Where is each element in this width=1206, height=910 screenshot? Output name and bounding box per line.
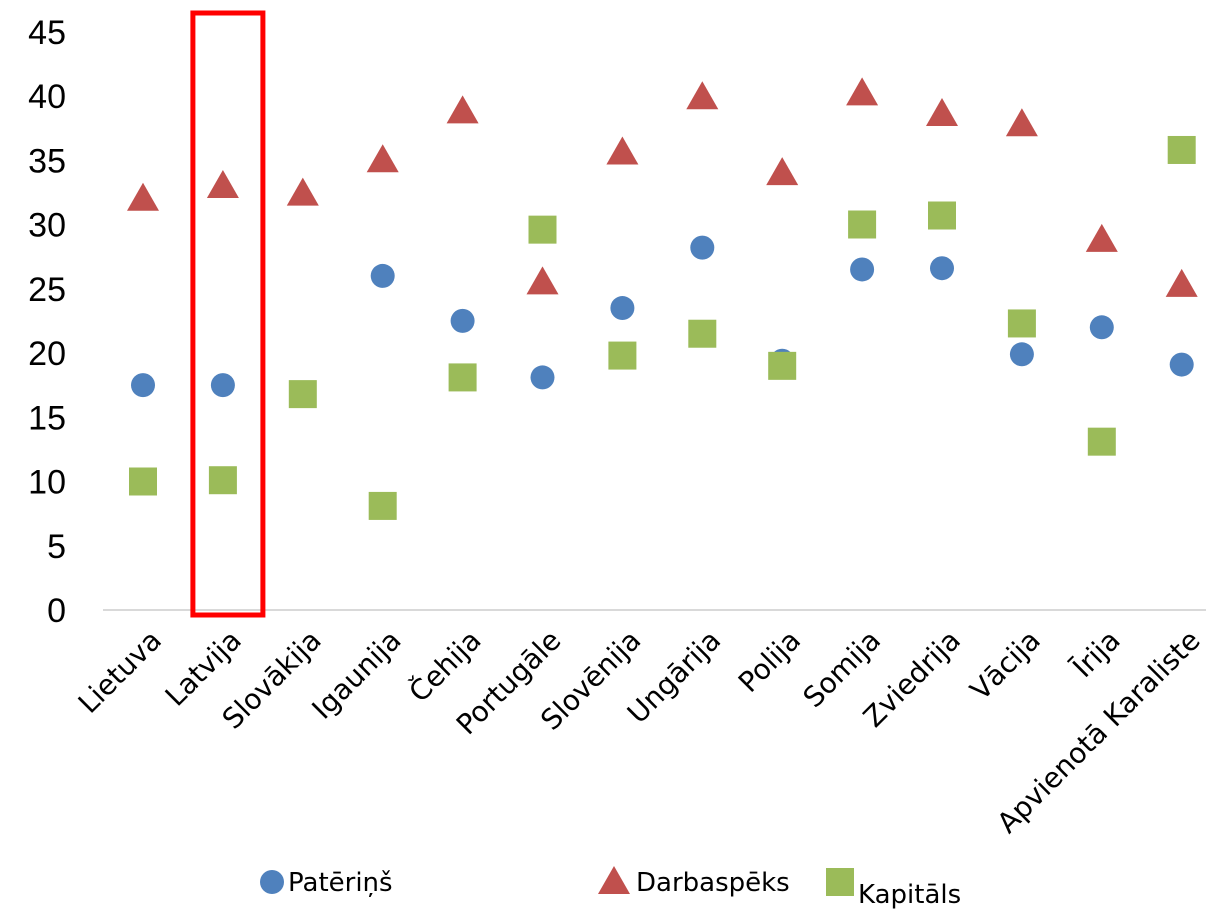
triangle-point	[926, 97, 958, 126]
triangle-point	[1085, 223, 1118, 252]
circle-point	[530, 365, 555, 390]
circle-point	[1169, 352, 1194, 377]
triangle-point	[206, 169, 239, 198]
x-tick-label: Lietuva	[72, 624, 168, 720]
legend-item: Patēriņš	[260, 868, 393, 898]
circle-point	[370, 263, 395, 288]
circle-point	[450, 308, 475, 333]
triangle-point	[686, 81, 719, 110]
square-point	[688, 319, 717, 348]
square-point	[448, 363, 477, 392]
y-tick-label: 0	[47, 592, 66, 630]
square-point	[528, 215, 557, 244]
circle-point	[131, 373, 155, 398]
square-point	[208, 466, 237, 495]
triangle-point	[286, 177, 319, 206]
square-point	[928, 201, 956, 230]
triangle-point	[1005, 108, 1038, 137]
x-tick-label: Igaunija	[306, 624, 408, 726]
square-point	[768, 351, 797, 380]
circle-point	[1009, 342, 1034, 367]
legend-label: Darbaspēks	[636, 868, 790, 898]
square-point	[1087, 427, 1116, 456]
highlight-box	[190, 10, 266, 618]
legend-item: Darbaspēks	[598, 866, 790, 898]
circle-point	[1089, 315, 1114, 340]
circle-point	[690, 235, 715, 260]
y-tick-label: 5	[47, 528, 66, 566]
legend-circle-icon	[260, 870, 284, 894]
triangle-point	[366, 144, 399, 173]
legend-label: Patēriņš	[288, 868, 393, 898]
circle-point	[850, 257, 875, 282]
triangle-point	[446, 95, 479, 124]
square-point	[288, 380, 317, 409]
y-tick-label: 30	[28, 207, 66, 245]
legend-triangle-icon	[598, 866, 630, 894]
x-axis: LietuvaLatvijaSlovākijaIgaunijaČehijaPor…	[72, 623, 1206, 840]
x-tick-label: Polija	[732, 624, 807, 699]
y-tick-label: 20	[28, 335, 66, 373]
triangle-point	[127, 182, 159, 211]
y-tick-label: 25	[28, 271, 66, 309]
triangle-point	[1165, 268, 1198, 297]
y-tick-label: 15	[28, 399, 66, 437]
square-point	[1167, 135, 1196, 164]
square-point	[848, 210, 877, 239]
square-point	[1007, 309, 1036, 338]
triangle-point	[606, 136, 639, 165]
square-point	[608, 341, 637, 370]
y-tick-label: 45	[28, 14, 66, 52]
y-tick-label: 35	[28, 142, 66, 180]
data-marks	[127, 77, 1198, 520]
square-point	[368, 491, 397, 520]
y-tick-label: 10	[28, 464, 66, 502]
square-point	[129, 467, 157, 496]
legend-label: Kapitāls	[858, 880, 961, 910]
circle-point	[930, 256, 954, 281]
circle-point	[210, 373, 235, 398]
triangle-point	[526, 266, 559, 295]
triangle-point	[766, 157, 799, 186]
y-tick-label: 40	[28, 78, 66, 116]
legend-item: Kapitāls	[826, 868, 961, 910]
legend-square-icon	[826, 868, 854, 896]
circle-point	[610, 296, 635, 321]
y-axis: 0 5 10 15 20 25 30 35 40 45	[28, 14, 66, 630]
triangle-point	[846, 77, 879, 106]
x-tick-label: Īrija	[1066, 624, 1126, 684]
legend: Patēriņš Darbaspēks Kapitāls	[260, 866, 961, 910]
x-tick-label: Vācija	[964, 624, 1047, 707]
